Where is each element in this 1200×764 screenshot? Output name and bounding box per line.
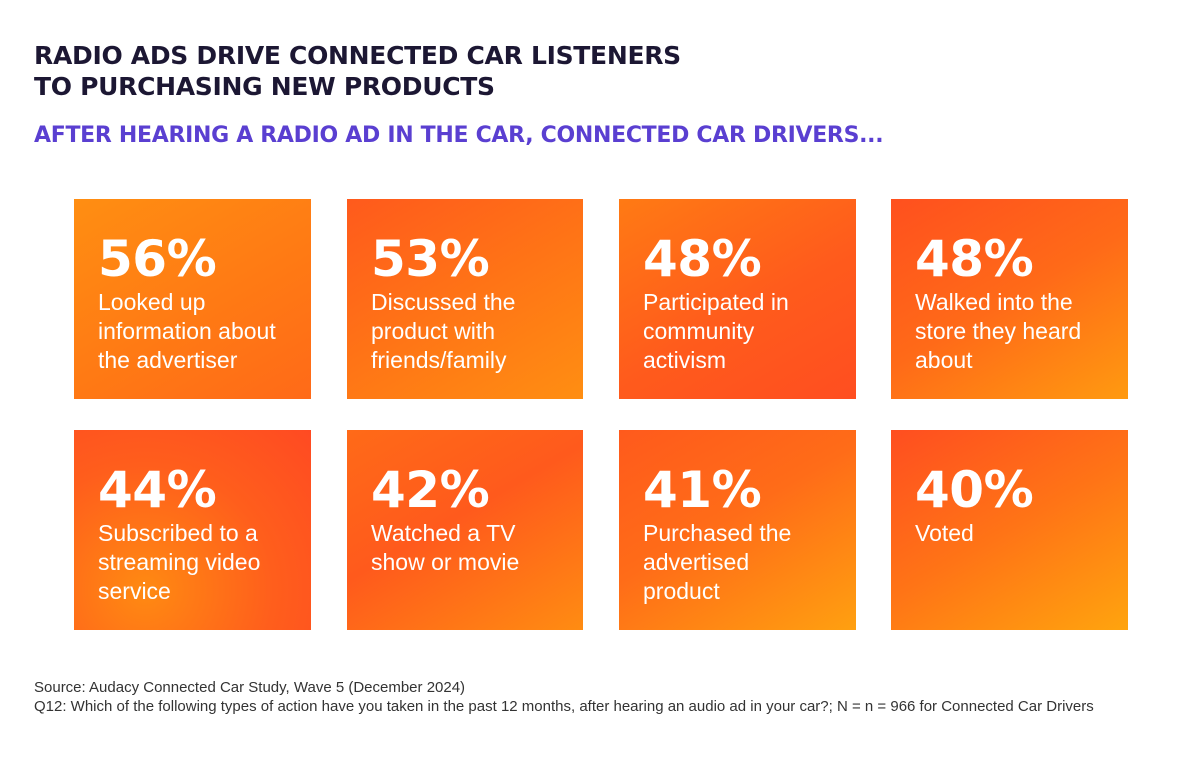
stat-percent: 40%	[915, 461, 1034, 519]
stat-label: Discussed the product with friends/famil…	[371, 289, 516, 373]
stat-card-streaming-subscription: 44% Subscribed to a streaming video serv…	[74, 430, 311, 630]
title-line-2: TO PURCHASING NEW PRODUCTS	[34, 72, 495, 101]
title-line-1: RADIO ADS DRIVE CONNECTED CAR LISTENERS	[34, 41, 681, 70]
stat-card-looked-up-information: 56% Looked up information about the adve…	[74, 199, 311, 399]
stat-card-community-activism: 48% Participated in community activism	[619, 199, 856, 399]
source-line: Source: Audacy Connected Car Study, Wave…	[34, 679, 466, 696]
stat-percent: 42%	[371, 461, 490, 519]
stat-label: Participated in community activism	[643, 289, 789, 373]
stat-percent: 41%	[643, 461, 762, 519]
stat-label: Subscribed to a streaming video service	[98, 520, 261, 604]
stat-percent: 56%	[98, 230, 217, 288]
page-title: RADIO ADS DRIVE CONNECTED CAR LISTENERS …	[34, 40, 681, 102]
stat-card-voted: 40% Voted	[891, 430, 1128, 630]
stat-percent: 44%	[98, 461, 217, 519]
stat-card-walked-into-store: 48% Walked into the store they heard abo…	[891, 199, 1128, 399]
stat-label: Purchased the advertised product	[643, 520, 792, 604]
stat-percent: 48%	[915, 230, 1034, 288]
stat-card-watched-tv: 42% Watched a TV show or movie	[347, 430, 583, 630]
page-subtitle: AFTER HEARING A RADIO AD IN THE CAR, CON…	[34, 123, 884, 148]
stat-label: Walked into the store they heard about	[915, 289, 1082, 373]
question-note: Q12: Which of the following types of act…	[34, 698, 1094, 715]
stat-label: Voted	[915, 520, 974, 546]
stat-label: Looked up information about the advertis…	[98, 289, 276, 373]
source-footnote: Source: Audacy Connected Car Study, Wave…	[34, 678, 1134, 716]
stat-percent: 48%	[643, 230, 762, 288]
stat-card-discussed-product: 53% Discussed the product with friends/f…	[347, 199, 583, 399]
stat-label: Watched a TV show or movie	[371, 520, 520, 575]
stat-card-purchased-product: 41% Purchased the advertised product	[619, 430, 856, 630]
stat-percent: 53%	[371, 230, 490, 288]
